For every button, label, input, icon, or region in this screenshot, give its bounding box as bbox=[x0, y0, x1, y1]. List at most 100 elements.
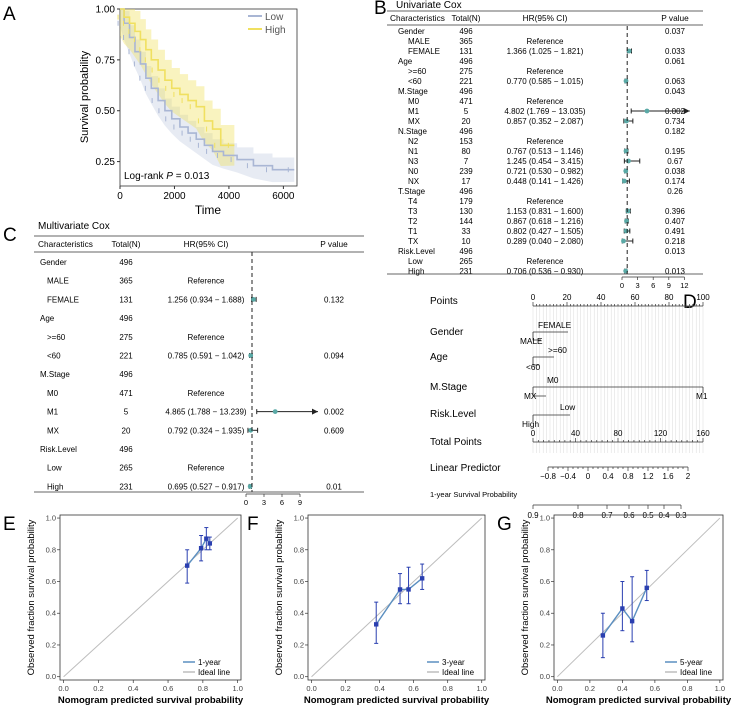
nomo-surv-label: 0.7 bbox=[601, 511, 613, 520]
forest-total: 365 bbox=[119, 277, 133, 286]
forest-total: 131 bbox=[459, 47, 473, 56]
forest-char: High bbox=[408, 267, 424, 276]
km-y-tick-label: 0.75 bbox=[96, 55, 116, 66]
nomo-risk-high: High bbox=[522, 419, 539, 429]
uni-header-p: P value bbox=[661, 13, 689, 23]
calib-y-tick-label: 0.0 bbox=[540, 672, 550, 681]
calib-point bbox=[374, 622, 379, 627]
forest-total: 221 bbox=[459, 77, 473, 86]
calib-x-tick-label: 0.2 bbox=[93, 684, 103, 693]
km-pvalue-prefix: Log-rank bbox=[124, 171, 166, 182]
multi-title: Multivariate Cox bbox=[38, 221, 110, 232]
calib-y-tick-label: 1.0 bbox=[540, 514, 550, 523]
forest-total: 496 bbox=[459, 247, 473, 256]
panel-label-c: C bbox=[3, 225, 17, 246]
panel-label-e: E bbox=[3, 514, 16, 535]
calib-series-line bbox=[602, 587, 648, 636]
calib-legend-series-label: 1-year bbox=[198, 658, 221, 667]
forest-total: 496 bbox=[459, 187, 473, 196]
forest-char: TX bbox=[408, 237, 419, 246]
nomo-scale-label: 60 bbox=[631, 293, 640, 302]
uni-header-char: Characteristics bbox=[390, 13, 445, 23]
forest-p: 0.038 bbox=[665, 167, 686, 176]
forest-total: 265 bbox=[459, 257, 473, 266]
forest-char: FEMALE bbox=[408, 47, 440, 56]
forest-hr: 0.857 (0.352 − 2.087) bbox=[507, 117, 584, 126]
nomo-surv-label: 0.4 bbox=[658, 511, 670, 520]
calib-y-tick-label: 0.4 bbox=[46, 609, 56, 618]
multi-axis: 0 3 6 9 bbox=[244, 493, 302, 507]
km-confidence-bands bbox=[120, 9, 295, 183]
calib-y-tick-label: 1.0 bbox=[46, 514, 56, 523]
forest-hr: Reference bbox=[188, 333, 225, 342]
calib-point bbox=[629, 618, 635, 624]
km-legend: Low High bbox=[248, 12, 286, 36]
forest-point bbox=[626, 48, 632, 54]
forest-p: 0.609 bbox=[324, 426, 345, 435]
panel-label-a: A bbox=[3, 4, 16, 25]
forest-char: M1 bbox=[408, 107, 420, 116]
calib-point bbox=[600, 633, 606, 638]
forest-char: Risk.Level bbox=[40, 445, 77, 454]
calib-y-tick-label: 0.6 bbox=[46, 577, 56, 586]
forest-hr: Reference bbox=[527, 197, 564, 206]
forest-total: 496 bbox=[119, 258, 133, 267]
forest-total: 131 bbox=[119, 295, 133, 304]
forest-total: 33 bbox=[462, 227, 471, 236]
nomo-scale-label: 0.8 bbox=[622, 472, 634, 481]
forest-p: 0.013 bbox=[665, 247, 686, 256]
forest-hr: 0.706 (0.536 − 0.930) bbox=[507, 267, 584, 276]
km-x-tick-label: 6000 bbox=[272, 191, 295, 202]
km-survival-lines bbox=[117, 8, 295, 173]
calib-x-tick-label: 1.0 bbox=[715, 684, 725, 693]
nomo-scale-label: 0 bbox=[586, 472, 591, 481]
calib-point bbox=[198, 545, 204, 551]
forest-p: 0.26 bbox=[667, 187, 683, 196]
calib-y-tick-label: 0.4 bbox=[540, 609, 550, 618]
forest-hr: 0.721 (0.530 − 0.982) bbox=[507, 167, 584, 176]
forest-p: 0.061 bbox=[665, 57, 686, 66]
calib-point bbox=[419, 576, 425, 581]
forest-hr: Reference bbox=[527, 37, 564, 46]
km-y-tick-label: 1.00 bbox=[96, 5, 116, 16]
nomo-age-ge60: >=60 bbox=[548, 345, 567, 355]
calib-x-tick-label: 0.6 bbox=[163, 684, 173, 693]
calib-y-tick-label: 0.6 bbox=[540, 577, 550, 586]
forest-p: 0.132 bbox=[324, 295, 345, 304]
nomo-surv-label: 0.3 bbox=[675, 511, 687, 520]
forest-char: NX bbox=[408, 177, 420, 186]
forest-total: 496 bbox=[119, 370, 133, 379]
forest-p: 0.043 bbox=[665, 87, 686, 96]
forest-total: 496 bbox=[459, 87, 473, 96]
forest-total: 496 bbox=[459, 127, 473, 136]
calib-frame bbox=[553, 514, 724, 681]
calib-y-tick-label: 0.0 bbox=[294, 672, 304, 681]
nomogram-grid bbox=[532, 306, 704, 453]
multivariate-cox-forest: Multivariate Cox Characteristics Total(N… bbox=[34, 221, 364, 507]
nomo-label-surv: 1-year Survival Probability bbox=[430, 490, 517, 499]
forest-hr: 4.865 (1.788 − 13.239) bbox=[165, 408, 247, 417]
forest-p: 0.182 bbox=[665, 127, 686, 136]
calib-x-tick-label: 0.8 bbox=[682, 684, 692, 693]
forest-point bbox=[251, 297, 256, 302]
nomo-scale-label: 120 bbox=[654, 429, 668, 438]
calib-x-tick-label: 0.4 bbox=[128, 684, 138, 693]
forest-char: MALE bbox=[408, 37, 430, 46]
calib-x-tick-label: 0.8 bbox=[442, 684, 452, 693]
calib-x-tick-label: 0.8 bbox=[198, 684, 208, 693]
forest-axis-label: 3 bbox=[636, 281, 640, 290]
forest-hr: 1.366 (1.025 − 1.821) bbox=[507, 47, 584, 56]
forest-char: Age bbox=[40, 314, 55, 323]
forest-char: T4 bbox=[408, 197, 418, 206]
forest-axis-label: 12 bbox=[680, 281, 688, 290]
forest-char: Risk.Level bbox=[398, 247, 435, 256]
multi-header-total: Total(N) bbox=[111, 239, 140, 249]
nomo-scale-label: 0.4 bbox=[602, 472, 614, 481]
forest-arrow bbox=[683, 108, 690, 114]
forest-char: M.Stage bbox=[40, 370, 70, 379]
forest-hr: 0.767 (0.513 − 1.146) bbox=[507, 147, 584, 156]
forest-char: <60 bbox=[408, 77, 422, 86]
nomo-label-mstage: M.Stage bbox=[430, 382, 468, 393]
forest-total: 5 bbox=[124, 408, 129, 417]
forest-char: M0 bbox=[408, 97, 420, 106]
